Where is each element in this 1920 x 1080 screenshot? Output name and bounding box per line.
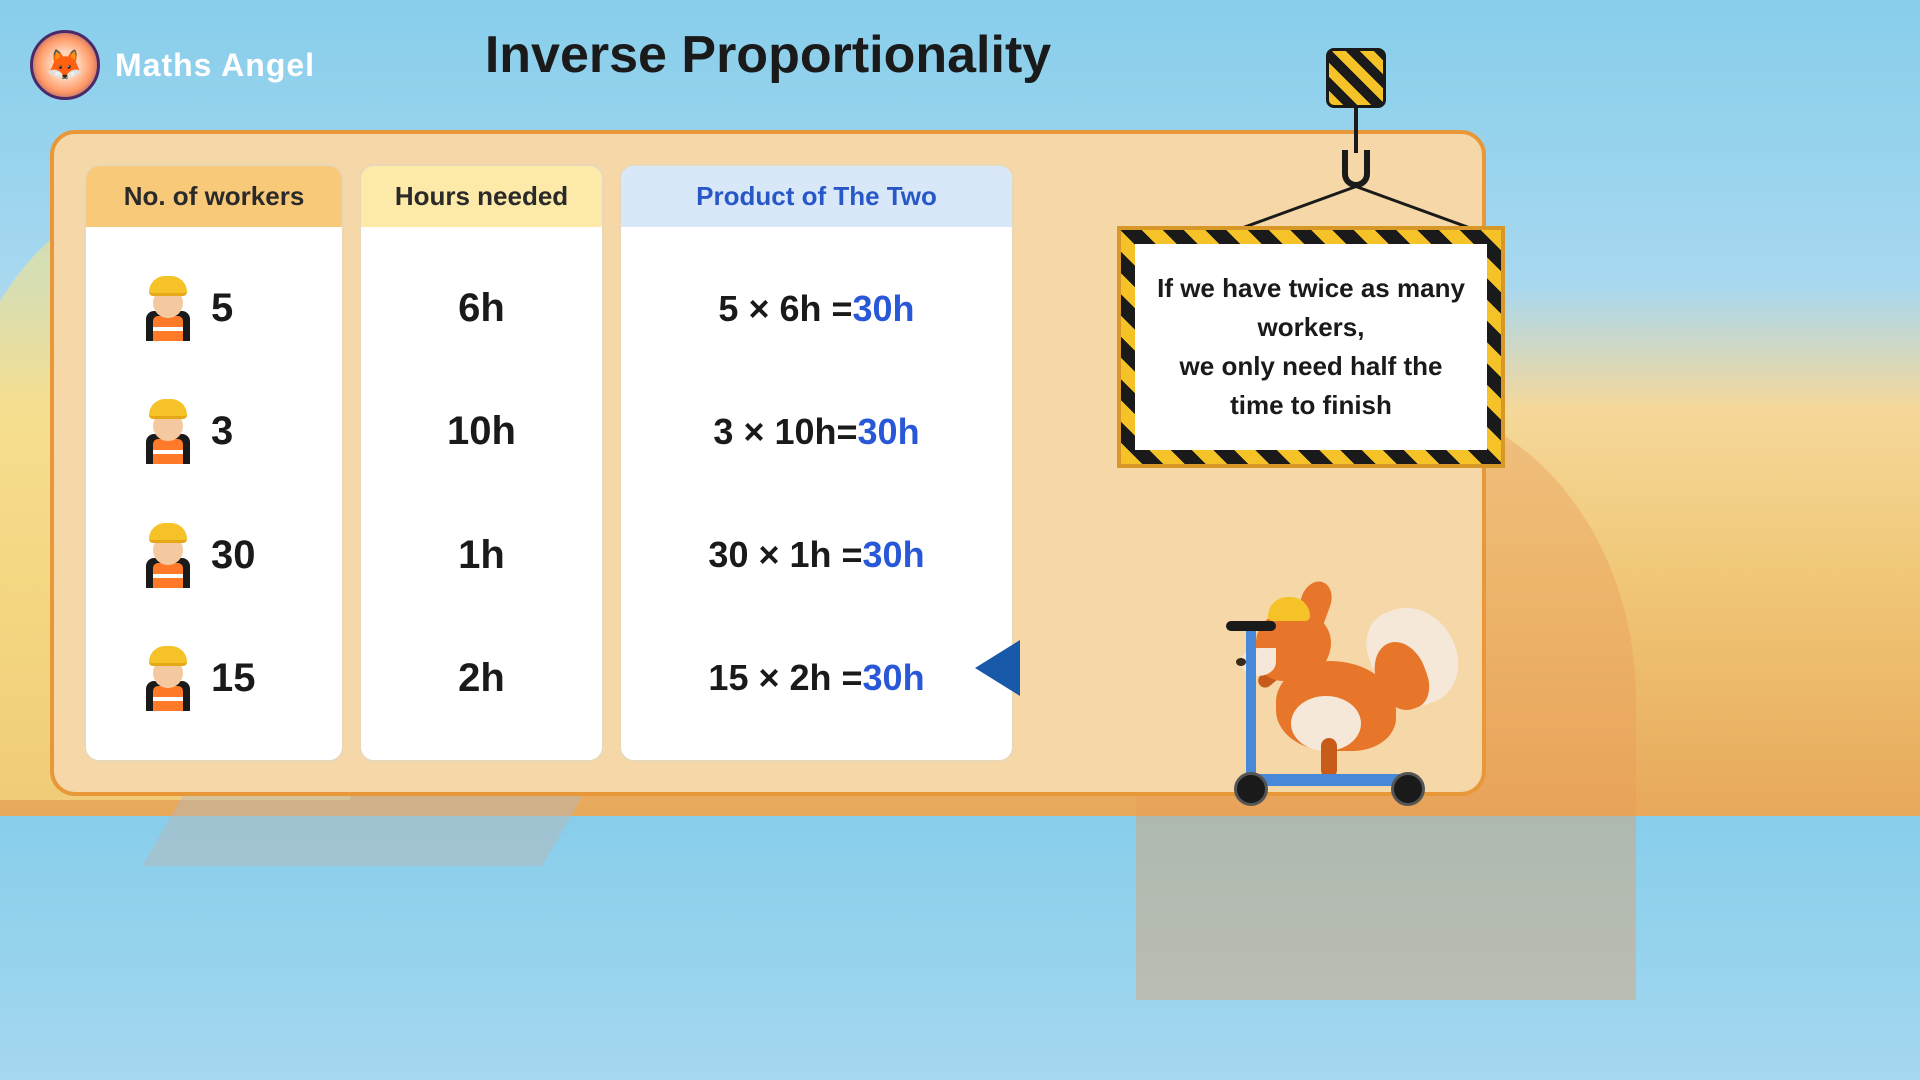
product-result: 30h [863, 657, 925, 699]
table-row: 1h [376, 510, 587, 600]
sign-text: If we have twice as many workers,we only… [1157, 273, 1465, 420]
table-row: 15 [101, 633, 327, 723]
product-lhs: 15 × 2h = [708, 657, 862, 699]
workers-value: 5 [211, 286, 233, 331]
pointer-arrow-icon [975, 640, 1020, 696]
workers-value: 3 [211, 409, 233, 454]
hours-body: 6h 10h 1h 2h [361, 227, 602, 760]
worker-icon [141, 646, 196, 711]
brand-text: Maths Angel [115, 47, 315, 84]
hours-column: Hours needed 6h 10h 1h 2h [359, 164, 604, 762]
crane-rope-icon [1354, 108, 1358, 153]
brand-area: 🦊 Maths Angel [30, 30, 315, 100]
product-header: Product of The Two [621, 166, 1012, 227]
fox-mascot-icon [1176, 556, 1456, 806]
workers-value: 30 [211, 533, 256, 578]
page-title: Inverse Proportionality [485, 25, 1051, 85]
product-lhs: 3 × 10h= [713, 411, 857, 453]
workers-header: No. of workers [86, 166, 342, 227]
table-row: 10h [376, 387, 587, 477]
product-lhs: 5 × 6h = [718, 288, 852, 330]
hours-value: 6h [458, 286, 505, 331]
workers-column: No. of workers 5 3 [84, 164, 344, 762]
table-row: 3 [101, 387, 327, 477]
table-row: 6h [376, 264, 587, 354]
product-result: 30h [863, 534, 925, 576]
table-row: 2h [376, 633, 587, 723]
info-sign: If we have twice as many workers,we only… [1121, 230, 1501, 464]
table-row: 30 × 1h = 30h [636, 510, 997, 600]
hours-value: 10h [447, 409, 516, 454]
table-row: 15 × 2h = 30h [636, 633, 997, 723]
product-result: 30h [853, 288, 915, 330]
table-row: 5 [101, 264, 327, 354]
product-result: 30h [858, 411, 920, 453]
table-row: 30 [101, 510, 327, 600]
worker-icon [141, 523, 196, 588]
workers-body: 5 3 30 15 [86, 227, 342, 760]
worker-icon [141, 276, 196, 341]
table-row: 5 × 6h = 30h [636, 264, 997, 354]
hours-header: Hours needed [361, 166, 602, 227]
product-lhs: 30 × 1h = [708, 534, 862, 576]
worker-icon [141, 399, 196, 464]
hours-value: 2h [458, 656, 505, 701]
workers-value: 15 [211, 656, 256, 701]
logo-icon: 🦊 [30, 30, 100, 100]
hours-value: 1h [458, 533, 505, 578]
table-row: 3 × 10h= 30h [636, 387, 997, 477]
crane-hook-icon [1342, 150, 1370, 188]
crane-pulley-icon [1326, 48, 1386, 108]
product-column: Product of The Two 5 × 6h = 30h 3 × 10h=… [619, 164, 1014, 762]
product-body: 5 × 6h = 30h 3 × 10h= 30h 30 × 1h = 30h … [621, 227, 1012, 760]
